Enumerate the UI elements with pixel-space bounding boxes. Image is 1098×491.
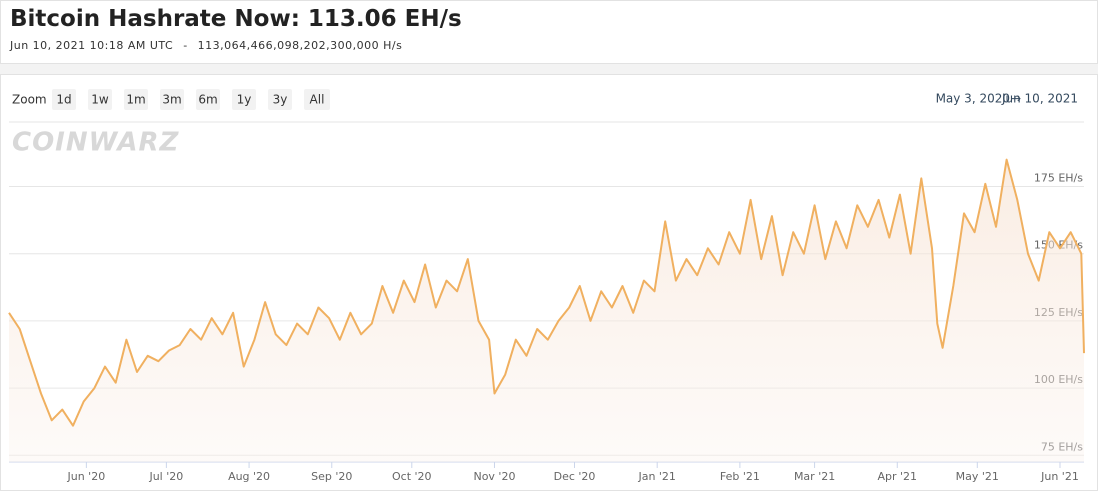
zoom-button[interactable]: 1d: [52, 89, 76, 110]
x-tick-label: Jun '21: [1040, 470, 1079, 483]
x-tick-label: Jan '21: [637, 470, 675, 483]
zoom-button-label: 6m: [198, 93, 217, 107]
zoom-button-label: 1d: [56, 93, 71, 107]
separator: -: [183, 39, 188, 52]
header: Bitcoin Hashrate Now: 113.06 EH/s Jun 10…: [0, 0, 1098, 64]
zoom-button-label: 1y: [237, 93, 252, 107]
title: Bitcoin Hashrate Now: 113.06 EH/s: [10, 6, 462, 32]
zoom-button-label: 3m: [162, 93, 181, 107]
zoom-button[interactable]: All: [304, 89, 330, 110]
range-end: Jun 10, 2021: [1001, 92, 1078, 106]
hashrate-line: [8, 158, 1085, 427]
zoom-button-bg: [124, 89, 148, 110]
zoom-button[interactable]: 1m: [124, 89, 148, 110]
subtitle: Jun 10, 2021 10:18 AM UTC - 113,064,466,…: [10, 39, 408, 52]
x-tick-label: Jun '20: [66, 470, 105, 483]
zoom-button-label: 1w: [91, 93, 109, 107]
zoom-button-bg: [160, 89, 184, 110]
zoom-button[interactable]: 3y: [268, 89, 292, 110]
x-tick-label: Oct '20: [392, 470, 432, 483]
zoom-button-bg: [304, 89, 330, 110]
area-fill: [9, 159, 1084, 462]
x-tick-label: Jul '20: [148, 470, 183, 483]
zoom-button[interactable]: 1y: [232, 89, 256, 110]
watermark: COINWARZ: [12, 128, 180, 158]
zoom-button-label: 1m: [126, 93, 145, 107]
zoom-label: Zoom: [12, 93, 47, 107]
x-tick-label: Aug '20: [228, 470, 270, 483]
range-arrow: →: [1011, 92, 1021, 106]
x-tick-label: Apr '21: [877, 470, 917, 483]
zoom-button[interactable]: 3m: [160, 89, 184, 110]
zoom-button[interactable]: 1w: [88, 89, 112, 110]
x-tick-label: Mar '21: [794, 470, 835, 483]
zoom-button-bg: [268, 89, 292, 110]
zoom-button-bg: [88, 89, 112, 110]
timestamp: Jun 10, 2021 10:18 AM UTC: [10, 39, 174, 52]
x-tick-label: Feb '21: [720, 470, 760, 483]
zoom-button[interactable]: 6m: [196, 89, 220, 110]
zoom-button-bg: [52, 89, 76, 110]
y-tick-label: 175 EH/s: [1034, 172, 1083, 185]
zoom-button-label: 3y: [273, 93, 288, 107]
zoom-button-bg: [196, 89, 220, 110]
x-tick-label: Dec '20: [554, 470, 596, 483]
zoom-button-bg: [232, 89, 256, 110]
range-start: May 3, 2020: [936, 92, 1010, 106]
x-tick-label: May '21: [956, 470, 999, 483]
zoom-button-label: All: [310, 93, 325, 107]
x-tick-label: Sep '20: [311, 470, 352, 483]
x-tick-label: Nov '20: [473, 470, 515, 483]
raw-hashrate: 113,064,466,098,202,300,000 H/s: [197, 39, 403, 52]
